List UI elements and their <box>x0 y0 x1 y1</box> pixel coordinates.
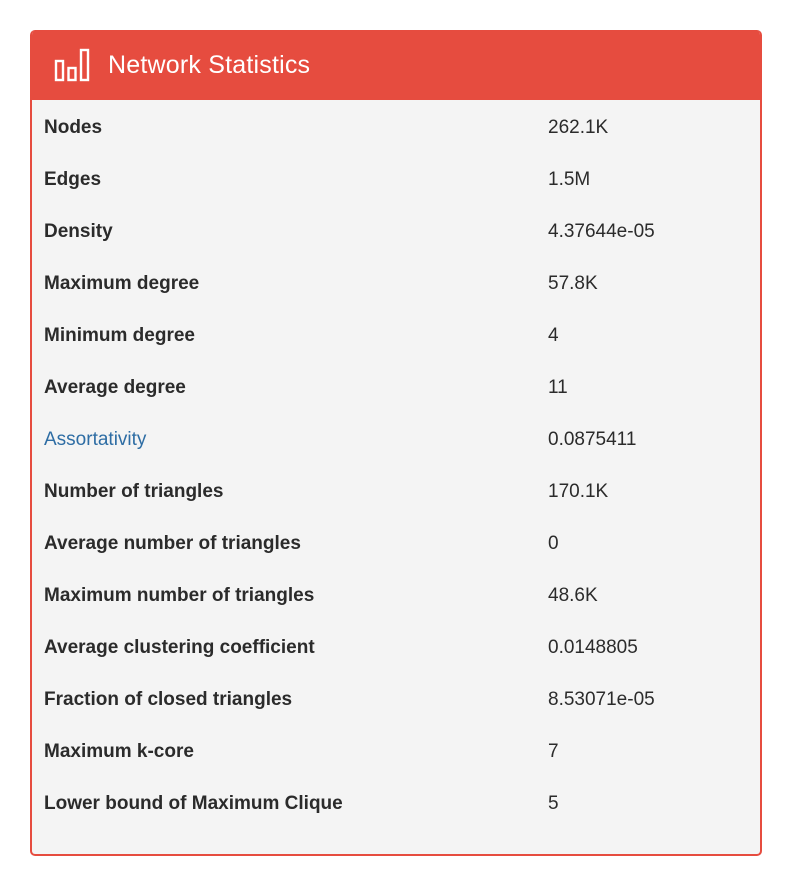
stat-label-fraction-of-closed-triangles: Fraction of closed triangles <box>44 689 293 710</box>
assortativity-link[interactable]: Assortativity <box>44 429 147 450</box>
table-row: Edges 1.5M <box>32 154 760 206</box>
stat-value-average-degree: 11 <box>548 377 568 398</box>
bar-chart-icon <box>54 48 90 82</box>
stat-label-lower-bound-maximum-clique: Lower bound of Maximum Clique <box>44 793 343 814</box>
stat-value-nodes: 262.1K <box>548 117 609 138</box>
stat-label-minimum-degree: Minimum degree <box>44 325 195 346</box>
table-row: Maximum k-core 7 <box>32 726 760 778</box>
table-row: Minimum degree 4 <box>32 310 760 362</box>
table-row: Maximum number of triangles 48.6K <box>32 570 760 622</box>
panel-header: Network Statistics <box>32 30 760 100</box>
table-row: Maximum degree 57.8K <box>32 258 760 310</box>
stat-value-maximum-k-core: 7 <box>548 741 559 762</box>
table-row: Lower bound of Maximum Clique 5 <box>32 778 760 830</box>
stat-label-average-number-of-triangles: Average number of triangles <box>44 533 301 554</box>
stat-value-maximum-degree: 57.8K <box>548 273 598 294</box>
stat-value-minimum-degree: 4 <box>548 325 559 346</box>
stat-label-average-clustering-coefficient: Average clustering coefficient <box>44 637 315 658</box>
stat-value-average-clustering-coefficient: 0.0148805 <box>548 637 638 658</box>
table-row: Density 4.37644e-05 <box>32 206 760 258</box>
stat-value-edges: 1.5M <box>548 169 591 190</box>
stat-value-assortativity: 0.0875411 <box>548 429 637 450</box>
stat-label-maximum-k-core: Maximum k-core <box>44 741 194 762</box>
stat-label-maximum-number-of-triangles: Maximum number of triangles <box>44 585 315 606</box>
stat-value-density: 4.37644e-05 <box>548 221 655 242</box>
table-row: Number of triangles 170.1K <box>32 466 760 518</box>
table-row: Average number of triangles 0 <box>32 518 760 570</box>
stat-label-average-degree: Average degree <box>44 377 186 398</box>
stats-table: Nodes 262.1K Edges 1.5M Density 4.37644e-05… <box>32 102 760 830</box>
panel-title: Network Statistics <box>108 50 311 79</box>
stat-value-fraction-of-closed-triangles: 8.53071e-05 <box>548 689 655 710</box>
stat-label-nodes: Nodes <box>44 117 103 138</box>
stat-value-lower-bound-maximum-clique: 5 <box>548 793 559 814</box>
stat-label-density: Density <box>44 221 113 242</box>
table-row: Average degree 11 <box>32 362 760 414</box>
stat-value-maximum-number-of-triangles: 48.6K <box>548 585 598 606</box>
stat-label-number-of-triangles: Number of triangles <box>44 481 224 502</box>
network-statistics-panel: Network Statistics Nodes 262.1K Edges 1.5M… <box>30 30 762 856</box>
table-row: Nodes 262.1K <box>32 102 760 154</box>
table-row: Average clustering coefficient 0.0148805 <box>32 622 760 674</box>
stat-value-number-of-triangles: 170.1K <box>548 481 609 502</box>
stat-label-edges: Edges <box>44 169 102 190</box>
table-row: Assortativity 0.0875411 <box>32 414 760 466</box>
stat-label-maximum-degree: Maximum degree <box>44 273 200 294</box>
table-row: Fraction of closed triangles 8.53071e-05 <box>32 674 760 726</box>
stat-value-average-number-of-triangles: 0 <box>548 533 559 554</box>
